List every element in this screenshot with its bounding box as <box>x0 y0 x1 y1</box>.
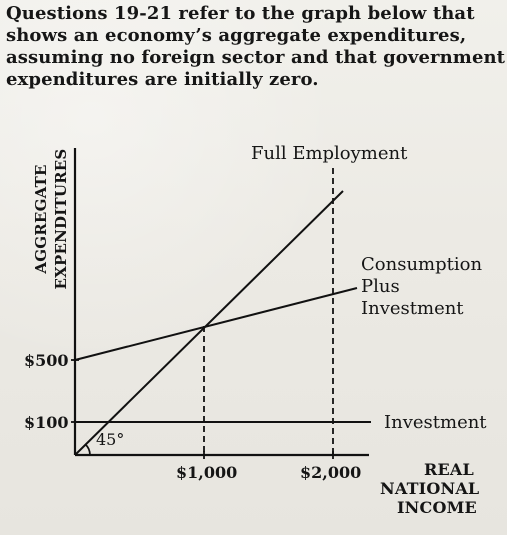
investment-label: Investment <box>384 412 487 433</box>
prompt-line-1: Questions 19-21 refer to the graph below… <box>6 3 475 24</box>
consumption-label-line-3: Investment <box>361 298 464 319</box>
angle-label: 45° <box>96 430 124 449</box>
consumption-plus-investment-line <box>74 287 358 361</box>
forty-five-degree-line <box>74 190 344 456</box>
question-prompt: Questions 19-21 refer to the graph below… <box>6 3 506 91</box>
y-tick-500-label: $500 <box>24 351 69 370</box>
prompt-line-4: expenditures are initially zero. <box>6 69 319 90</box>
y-axis-title-line-2: EXPENDITURES <box>52 149 70 290</box>
prompt-line-2: shows an economy’s aggregate expenditure… <box>6 25 467 46</box>
x-axis-title-line-2: NATIONAL <box>380 479 479 498</box>
y-tick-100-label: $100 <box>24 413 69 432</box>
prompt-line-3: assuming no foreign sector and that gove… <box>6 47 506 68</box>
full-employment-label: Full Employment <box>251 143 408 164</box>
x-tick-2000-label: $2,000 <box>300 463 361 482</box>
consumption-label-line-2: Plus <box>361 276 400 297</box>
x-axis-title-line-3: INCOME <box>397 498 477 517</box>
x-axis-title-line-1: REAL <box>424 460 474 479</box>
consumption-label-line-1: Consumption <box>361 254 482 275</box>
angle-arc-icon <box>84 443 91 456</box>
x-tick-1000-label: $1,000 <box>176 463 237 482</box>
y-axis-title-line-1: AGGREGATE <box>32 164 50 274</box>
